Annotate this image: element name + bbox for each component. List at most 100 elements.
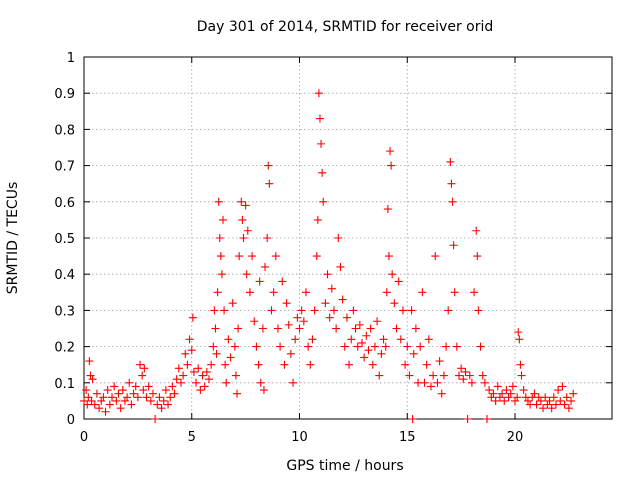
data-point: [185, 335, 194, 344]
chart-title: Day 301 of 2014, SRMTID for receiver ori…: [197, 19, 494, 35]
data-point: [480, 378, 489, 387]
data-point: [313, 215, 322, 224]
data-point: [238, 215, 247, 224]
data-point: [539, 404, 548, 413]
data-point: [187, 346, 196, 355]
data-point: [483, 415, 492, 423]
x-tick-label: 5: [188, 430, 196, 445]
data-point: [183, 360, 192, 369]
data-point: [151, 415, 160, 423]
y-tick-label: 0.7: [54, 160, 75, 175]
data-point: [129, 389, 138, 398]
data-point: [514, 328, 523, 337]
data-point: [301, 288, 310, 297]
data-point: [212, 349, 221, 358]
data-point: [485, 386, 494, 395]
data-point: [439, 371, 448, 380]
data-point: [388, 270, 397, 279]
data-point: [519, 386, 528, 395]
data-point: [401, 360, 410, 369]
data-point: [133, 393, 142, 402]
data-point: [347, 335, 356, 344]
data-point: [140, 364, 149, 373]
data-point: [161, 386, 170, 395]
data-point: [314, 89, 323, 98]
data-point: [358, 338, 367, 347]
data-point: [545, 396, 554, 405]
data-point: [142, 393, 151, 402]
data-point: [233, 389, 242, 398]
data-point: [88, 375, 97, 384]
data-point: [125, 378, 134, 387]
data-point: [221, 360, 230, 369]
data-point: [457, 364, 466, 373]
data-point: [364, 346, 373, 355]
data-point: [85, 357, 94, 366]
data-point: [210, 306, 219, 315]
data-point: [172, 375, 181, 384]
data-point: [459, 375, 468, 384]
data-point: [231, 371, 240, 380]
data-point: [83, 400, 92, 409]
data-point: [351, 324, 360, 333]
data-point: [248, 252, 257, 261]
data-point: [174, 364, 183, 373]
data-point: [255, 277, 264, 286]
data-point: [297, 306, 306, 315]
data-point: [398, 306, 407, 315]
y-tick-label: 0.4: [54, 268, 75, 283]
data-point: [515, 335, 524, 344]
data-point: [556, 396, 565, 405]
data-point: [256, 378, 265, 387]
data-point: [293, 313, 302, 322]
data-point: [291, 335, 300, 344]
data-point: [284, 320, 293, 329]
y-tick-label: 0.3: [54, 304, 75, 319]
data-point: [308, 335, 317, 344]
data-point: [470, 288, 479, 297]
data-point: [108, 393, 117, 402]
x-tick-label: 10: [291, 430, 308, 445]
data-point: [101, 407, 110, 416]
data-point: [426, 382, 435, 391]
data-point: [433, 378, 442, 387]
data-point: [403, 342, 412, 351]
data-point: [408, 415, 417, 423]
y-tick-label: 0.1: [54, 377, 75, 392]
data-point: [442, 342, 451, 351]
data-point: [219, 215, 228, 224]
data-point: [105, 400, 114, 409]
data-point: [448, 197, 457, 206]
data-point: [261, 262, 270, 271]
data-point: [131, 382, 140, 391]
data-point: [166, 393, 175, 402]
data-point: [263, 234, 272, 242]
data-point: [431, 252, 440, 261]
data-point: [242, 270, 251, 279]
data-point: [416, 342, 425, 351]
data-point: [390, 299, 399, 308]
data-point: [558, 382, 567, 391]
data-point: [209, 342, 218, 351]
data-point: [543, 400, 552, 409]
data-point: [114, 389, 123, 398]
data-point: [181, 349, 190, 358]
data-point: [332, 324, 341, 333]
data-point: [155, 393, 164, 402]
data-point: [243, 226, 252, 235]
data-point: [506, 389, 515, 398]
data-point: [465, 371, 474, 380]
data-point: [230, 342, 239, 351]
data-point: [541, 393, 550, 402]
data-point: [409, 349, 418, 358]
data-point: [123, 393, 132, 402]
data-point: [319, 197, 328, 206]
data-point: [329, 306, 338, 315]
data-point: [271, 252, 280, 261]
data-point: [86, 371, 95, 380]
data-point: [355, 320, 364, 329]
data-point: [157, 404, 166, 413]
data-point: [517, 371, 526, 380]
data-point: [407, 306, 416, 315]
